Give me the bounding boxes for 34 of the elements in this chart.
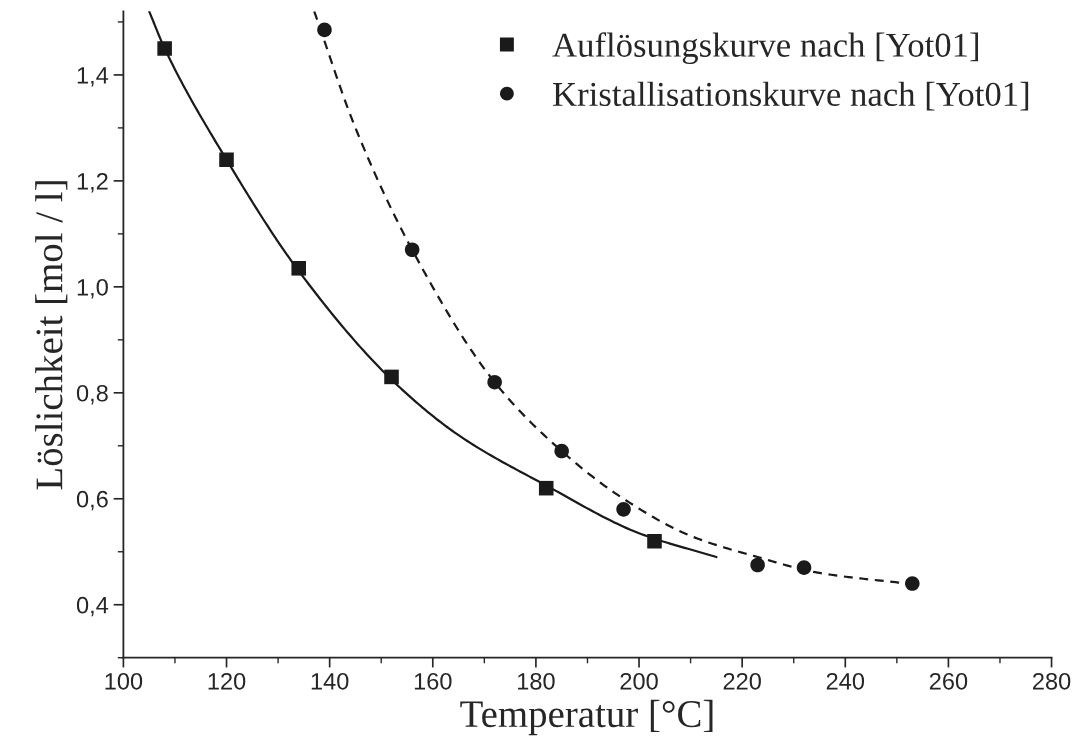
x-tick-label: 220: [723, 672, 761, 690]
y-tick-label: 0,8: [76, 384, 108, 405]
point: [219, 152, 234, 167]
y-tick-label: 1,0: [77, 278, 108, 299]
point: [384, 369, 399, 385]
point: [554, 443, 569, 459]
point: [750, 557, 765, 573]
point: [404, 242, 420, 258]
y-axis-title: Löslichkeit [mol / l]: [35, 181, 68, 490]
y-tick-label: 1,4: [77, 67, 109, 87]
point: [796, 560, 812, 575]
point: [616, 502, 631, 517]
x-tick-label: 260: [929, 672, 968, 690]
point: [157, 41, 172, 56]
y-tick-label: 0,6: [76, 490, 108, 511]
x-tick-label: 200: [620, 672, 658, 690]
y-tick-label: 1,2: [77, 172, 108, 193]
legend-label: Auflösungskurve nach [Yot01]: [552, 32, 978, 65]
x-tick-label: 140: [311, 672, 349, 690]
point: [317, 22, 332, 38]
x-tick-label: 120: [208, 672, 246, 690]
x-tick-label: 240: [826, 672, 865, 690]
point: [905, 576, 920, 591]
x-axis-title: Temperatur [°C]: [460, 699, 713, 736]
x-tick-label: 100: [105, 672, 143, 690]
x-tick-label: 180: [518, 672, 555, 690]
legend-label: Kristallisationskurve nach [Yot01]: [553, 81, 1029, 111]
point: [538, 480, 554, 496]
x-tick-label: 280: [1033, 672, 1071, 690]
point: [291, 261, 306, 276]
point: [647, 533, 662, 549]
point: [487, 374, 502, 390]
x-tick-label: 160: [414, 672, 452, 690]
y-tick-label: 0,4: [76, 596, 109, 617]
